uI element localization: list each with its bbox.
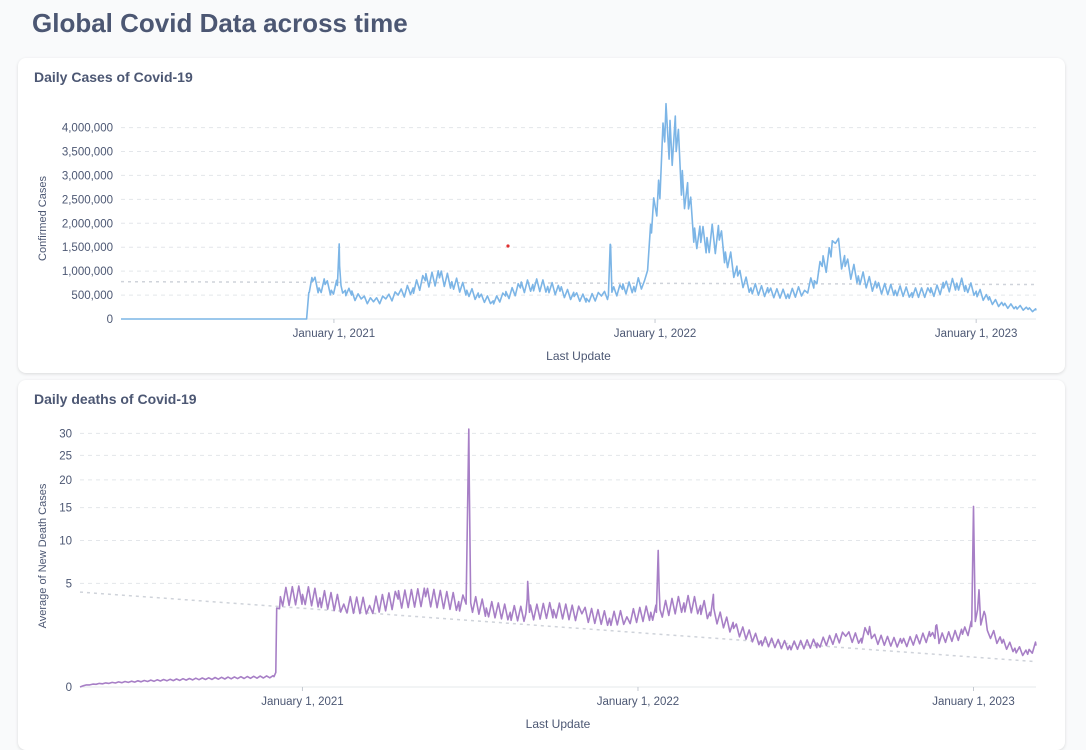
series-line[interactable]	[121, 102, 1037, 320]
y-tick-label: 4,000,000	[62, 123, 113, 135]
y-tick-label: 500,000	[71, 290, 113, 302]
x-tick-label: January 1, 2021	[261, 696, 343, 708]
y-tick-label: 5	[66, 578, 72, 590]
x-tick-label: January 1, 2022	[597, 696, 679, 708]
x-tick-label: January 1, 2023	[932, 696, 1014, 708]
x-tick-label: January 1, 2023	[935, 328, 1017, 340]
x-tick-label: January 1, 2021	[293, 328, 375, 340]
y-tick-label: 10	[59, 536, 72, 548]
y-axis-label: Confirmed Cases	[37, 176, 49, 261]
y-tick-label: 30	[59, 428, 72, 440]
hover-marker	[506, 244, 510, 248]
page-title: Global Covid Data across time	[32, 8, 408, 38]
x-axis-label: Last Update	[526, 717, 591, 731]
y-tick-label: 3,500,000	[62, 147, 113, 159]
y-tick-label: 3,000,000	[62, 170, 113, 182]
x-axis-label: Last Update	[546, 349, 611, 363]
y-tick-label: 2,500,000	[62, 194, 113, 206]
y-tick-label: 25	[59, 450, 72, 462]
trend-line	[120, 280, 1037, 286]
cases-chart-title[interactable]: Daily Cases of Covid-19	[34, 69, 193, 85]
y-tick-label: 0	[66, 682, 72, 694]
x-tick-label: January 1, 2022	[614, 328, 696, 340]
deaths-chart[interactable]: 0 5 10 15 20 25 30 January 1, 2021 January 1, 20…	[18, 380, 1065, 750]
cases-chart[interactable]: 0 500,000 1,000,000 1,500,000 2,000,000 2,500…	[18, 58, 1065, 373]
y-tick-label: 0	[107, 314, 113, 326]
deaths-chart-title[interactable]: Daily deaths of Covid-19	[34, 391, 197, 407]
deaths-chart-card: Daily deaths of Covid-19 0 5 10 15 20 25 30 Jan…	[18, 380, 1065, 750]
y-tick-label: 1,000,000	[62, 266, 113, 278]
y-tick-label: 20	[59, 475, 72, 487]
y-tick-label: 2,000,000	[62, 218, 113, 230]
cases-chart-card: Daily Cases of Covid-19 0 500,000 1,000,00…	[18, 58, 1065, 373]
y-axis-label: Average of New Death Cases	[37, 483, 49, 628]
y-tick-label: 1,500,000	[62, 242, 113, 254]
y-tick-label: 15	[59, 503, 72, 515]
series-line[interactable]	[79, 428, 1037, 688]
trend-line	[79, 591, 1037, 663]
